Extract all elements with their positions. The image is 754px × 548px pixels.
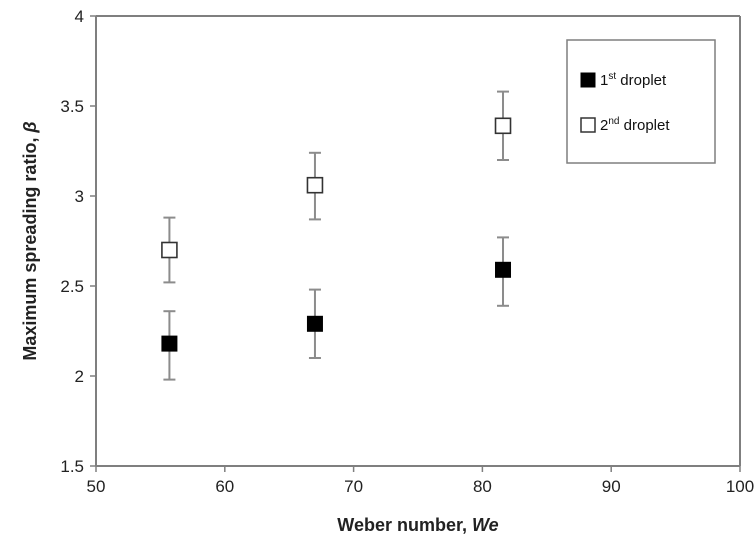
legend: 1st droplet 2nd droplet — [566, 39, 716, 164]
plot-area: 50 60 70 80 90 100 1.5 2 2.5 3 3.5 4 — [60, 7, 754, 496]
x-tick-label: 60 — [215, 477, 234, 496]
data-point-first-droplet — [161, 335, 178, 352]
legend-label-1st-droplet: 1st droplet — [600, 71, 667, 89]
data-point-second-droplet — [161, 241, 178, 259]
legend-box — [566, 39, 716, 164]
series-layer — [161, 90, 512, 381]
x-tick-label: 100 — [726, 477, 754, 496]
x-axis-title-text: Weber number, — [337, 515, 472, 535]
y-tick-label: 2 — [75, 367, 84, 386]
legend-label-2nd-droplet: 2nd droplet — [600, 116, 670, 134]
y-tick-label: 1.5 — [60, 457, 84, 476]
x-axis-title-italic: We — [472, 515, 499, 535]
x-tick-label: 80 — [473, 477, 492, 496]
y-tick-label: 3 — [75, 187, 84, 206]
y-axis-title: Maximum spreading ratio, β — [20, 121, 40, 360]
legend-marker-2nd-droplet — [580, 117, 596, 133]
legend-marker-1st-droplet — [580, 72, 596, 88]
data-point-first-droplet — [495, 261, 512, 278]
y-tick-label: 3.5 — [60, 97, 84, 116]
x-tick-label: 50 — [87, 477, 106, 496]
legend-label-2nd-base: 2 — [600, 117, 608, 134]
x-axis-ticks: 50 60 70 80 90 100 — [87, 466, 754, 496]
y-axis-ticks: 1.5 2 2.5 3 3.5 4 — [60, 7, 96, 476]
y-tick-label: 4 — [75, 7, 84, 26]
legend-label-1st-base: 1 — [600, 72, 608, 89]
legend-label-2nd-sup: nd — [608, 116, 619, 127]
y-tick-label: 2.5 — [60, 277, 84, 296]
x-tick-label: 70 — [344, 477, 363, 496]
data-point-second-droplet — [494, 117, 512, 135]
data-point-second-droplet — [306, 176, 324, 194]
data-point-first-droplet — [306, 315, 323, 332]
x-tick-label: 90 — [602, 477, 621, 496]
y-axis-title-italic: β — [20, 121, 40, 133]
x-axis-title: Weber number, We — [337, 515, 498, 535]
y-axis-title-text: Maximum spreading ratio, — [20, 133, 40, 361]
legend-label-2nd-rest: droplet — [619, 117, 670, 134]
legend-label-1st-rest: droplet — [616, 72, 667, 89]
legend-label-1st-sup: st — [608, 71, 616, 82]
